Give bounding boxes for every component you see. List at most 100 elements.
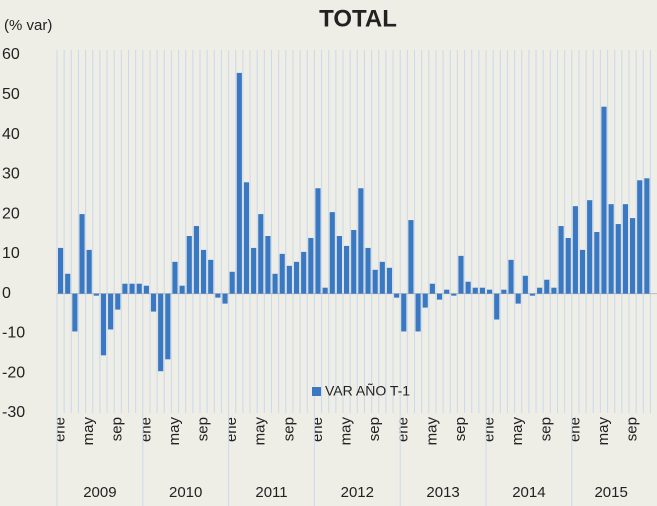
x-tick-label: sep bbox=[366, 417, 383, 441]
bar bbox=[108, 293, 114, 330]
x-tick-label: ene bbox=[309, 417, 326, 442]
y-tick-label: 0 bbox=[2, 285, 11, 302]
x-tick-label: sep bbox=[109, 417, 126, 441]
x-tick-label: may bbox=[423, 417, 440, 446]
year-label: 2014 bbox=[512, 484, 545, 501]
bar bbox=[158, 293, 164, 372]
bar bbox=[394, 293, 400, 298]
x-tick-label: sep bbox=[452, 417, 469, 441]
x-tick-label: ene bbox=[481, 417, 498, 442]
bar bbox=[344, 245, 350, 294]
bar bbox=[436, 293, 443, 300]
x-tick-label: sep bbox=[280, 417, 297, 441]
bar bbox=[608, 204, 614, 294]
bar bbox=[329, 212, 335, 294]
bar bbox=[229, 271, 235, 294]
bar bbox=[308, 237, 314, 294]
bar bbox=[401, 293, 407, 332]
x-tick-label: ene bbox=[137, 417, 154, 442]
bar bbox=[451, 293, 457, 296]
year-label: 2013 bbox=[426, 484, 459, 501]
bar bbox=[86, 249, 92, 294]
bar bbox=[408, 220, 414, 294]
bar bbox=[201, 249, 207, 294]
y-tick-label: 10 bbox=[2, 245, 20, 262]
x-tick-label: sep bbox=[538, 417, 555, 441]
bar bbox=[579, 249, 586, 294]
y-tick-label: 50 bbox=[2, 86, 20, 103]
x-tick-label: ene bbox=[223, 417, 240, 442]
bar bbox=[544, 279, 550, 294]
chart-title: TOTAL bbox=[319, 5, 397, 32]
x-tick-label: may bbox=[509, 417, 526, 446]
x-tick-label: sep bbox=[195, 417, 212, 441]
bar bbox=[172, 261, 178, 294]
bar bbox=[293, 261, 300, 294]
bar bbox=[415, 293, 421, 332]
bar bbox=[487, 289, 493, 294]
bar bbox=[429, 283, 435, 294]
bar bbox=[551, 287, 557, 294]
bar bbox=[501, 289, 507, 294]
bar bbox=[537, 287, 543, 294]
bar bbox=[379, 261, 385, 294]
legend-swatch bbox=[312, 387, 321, 396]
bar bbox=[322, 287, 328, 294]
bar bbox=[637, 180, 643, 294]
bar bbox=[122, 283, 128, 294]
bar bbox=[165, 293, 171, 360]
bar bbox=[222, 293, 228, 304]
x-tick-label: ene bbox=[395, 417, 412, 442]
bar bbox=[386, 267, 393, 294]
bar bbox=[565, 237, 571, 294]
bar bbox=[129, 283, 135, 294]
bar bbox=[601, 106, 607, 294]
bar bbox=[522, 275, 528, 294]
bar bbox=[265, 235, 271, 294]
y-tick-label: -30 bbox=[2, 404, 25, 421]
bar bbox=[572, 206, 578, 294]
bar bbox=[315, 188, 321, 294]
bar bbox=[494, 293, 500, 320]
bar bbox=[508, 259, 514, 294]
bar bbox=[622, 204, 628, 294]
bar bbox=[458, 255, 464, 294]
bar bbox=[558, 226, 564, 294]
y-tick-label: 20 bbox=[2, 205, 20, 222]
bar bbox=[286, 265, 292, 294]
x-tick-label: may bbox=[338, 417, 355, 446]
x-tick-label: may bbox=[252, 417, 269, 446]
bar bbox=[72, 293, 78, 332]
year-label: 2010 bbox=[169, 484, 202, 501]
bar bbox=[136, 283, 142, 294]
bar bbox=[301, 251, 307, 294]
y-tick-label: 40 bbox=[2, 126, 20, 143]
bar bbox=[65, 273, 71, 294]
bar bbox=[186, 235, 192, 294]
bar bbox=[615, 224, 621, 294]
bar bbox=[100, 293, 107, 356]
bar bbox=[365, 247, 371, 294]
x-tick-label: ene bbox=[52, 417, 69, 442]
bar bbox=[93, 293, 99, 296]
x-tick-label: may bbox=[80, 417, 97, 446]
bar bbox=[279, 253, 285, 294]
y-axis-label: (% var) bbox=[4, 17, 52, 34]
bar bbox=[115, 293, 121, 310]
bar bbox=[336, 235, 342, 294]
year-label: 2015 bbox=[594, 484, 627, 501]
x-tick-label: ene bbox=[566, 417, 583, 442]
bar bbox=[79, 214, 85, 294]
bar bbox=[587, 200, 593, 294]
year-label: 2012 bbox=[341, 484, 374, 501]
y-tick-label: 30 bbox=[2, 166, 20, 183]
bar bbox=[422, 293, 428, 308]
legend-label: VAR AÑO T-1 bbox=[325, 383, 410, 399]
bar bbox=[208, 259, 214, 294]
bar bbox=[258, 214, 264, 294]
bar bbox=[58, 247, 64, 294]
bar bbox=[644, 178, 650, 294]
bar bbox=[236, 72, 242, 294]
x-tick-label: may bbox=[166, 417, 183, 446]
